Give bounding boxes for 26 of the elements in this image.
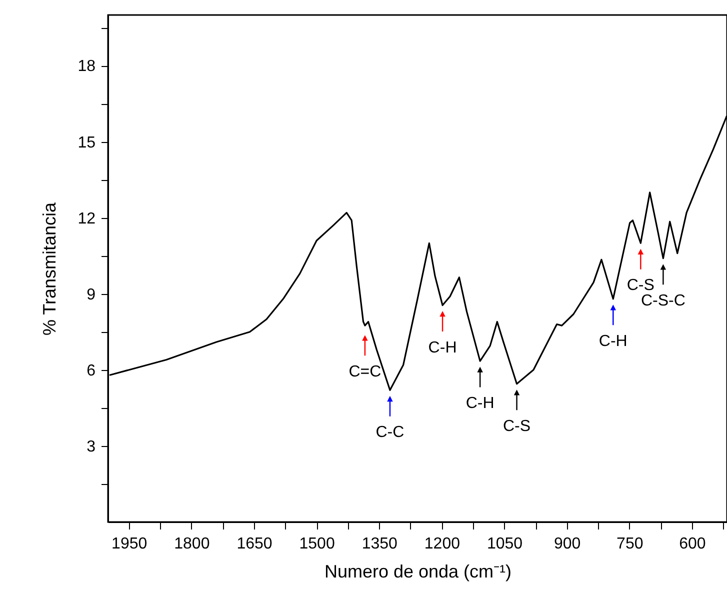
x-tick-label: 1950 [112, 536, 148, 552]
annotation: C-S-C [640, 292, 686, 310]
x-axis-title: Numero de onda (cm⁻¹) [324, 562, 512, 582]
annotation: C-S [502, 418, 531, 435]
annotation: C-H [466, 395, 494, 412]
x-tick-label: 900 [554, 536, 581, 552]
x-tick-label: 1350 [362, 536, 398, 552]
annotation: C-C [376, 424, 404, 442]
x-tick-label: 1050 [486, 536, 523, 552]
x-tick-label: 600 [679, 536, 706, 552]
y-tick-label: 6 [86, 362, 96, 380]
y-tick-label: 3 [86, 438, 96, 456]
annotation: C-S [626, 277, 654, 294]
y-tick-label: 18 [78, 58, 96, 76]
x-tick-label: 1800 [174, 536, 210, 552]
annotation: C-H [428, 339, 457, 356]
x-tick-label: 1200 [424, 536, 460, 552]
x-tick-label: 1650 [236, 536, 272, 552]
y-tick-label: 9 [86, 286, 96, 304]
annotation: C=C [348, 363, 382, 380]
y-tick-label: 15 [78, 134, 96, 152]
x-tick-label: 750 [616, 536, 644, 552]
annotation: C-H [598, 332, 628, 350]
y-axis-title: % Transmitancia [40, 201, 60, 336]
x-tick-label: 1500 [299, 536, 335, 552]
y-tick-label: 12 [78, 210, 96, 228]
